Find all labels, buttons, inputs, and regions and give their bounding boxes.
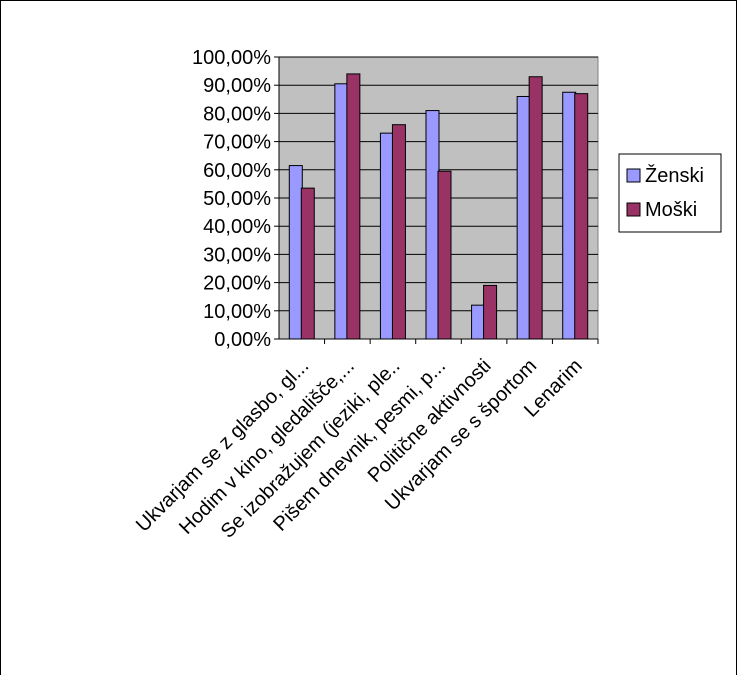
bar-moski (437, 170, 452, 340)
x-axis-labels: Ukvarjam se z glasbo, gl...Hodim v kino,… (132, 355, 587, 543)
bar-moski (483, 284, 498, 340)
bars (288, 73, 589, 340)
legend-swatch (626, 168, 641, 183)
bar-zenski (379, 132, 394, 340)
bar-zenski (334, 83, 349, 340)
legend-box (618, 153, 722, 233)
y-tick-label: 90,00% (203, 75, 271, 97)
y-tick-label: 100,00% (192, 47, 271, 69)
y-tick-label: 10,00% (203, 301, 271, 323)
x-category-label: Se izobražujem (jeziki, ple.. (217, 355, 405, 543)
y-tick-label: 70,00% (203, 132, 271, 154)
bar-zenski (471, 304, 486, 340)
bar-moski (574, 93, 589, 340)
bar-moski (346, 73, 361, 340)
bar-moski (300, 187, 315, 340)
bar-moski (391, 124, 406, 340)
bar-zenski (288, 165, 303, 340)
bar-moski (528, 76, 543, 340)
y-tick-label: 0,00% (214, 329, 271, 351)
legend-label: Ženski (645, 164, 704, 187)
legend-swatch (626, 202, 641, 217)
y-tick-label: 20,00% (203, 273, 271, 295)
bar-zenski (425, 110, 440, 340)
x-category-label: Hodim v kino, gledališče,... (175, 355, 359, 539)
y-axis-ticks: 0,00% 10,00% 20,00% 30,00% 40,00% 50,00% 60,00… (192, 47, 279, 351)
y-tick-label: 80,00% (203, 103, 271, 125)
y-tick-label: 30,00% (203, 244, 271, 266)
y-tick-label: 50,00% (203, 188, 271, 210)
legend-label: Moški (645, 199, 697, 221)
bar-zenski (516, 95, 531, 340)
y-tick-label: 40,00% (203, 216, 271, 238)
legend: Ženski Moški (618, 153, 722, 233)
y-tick-label: 60,00% (203, 160, 271, 182)
gridlines (279, 56, 598, 312)
bar-zenski (562, 91, 577, 340)
